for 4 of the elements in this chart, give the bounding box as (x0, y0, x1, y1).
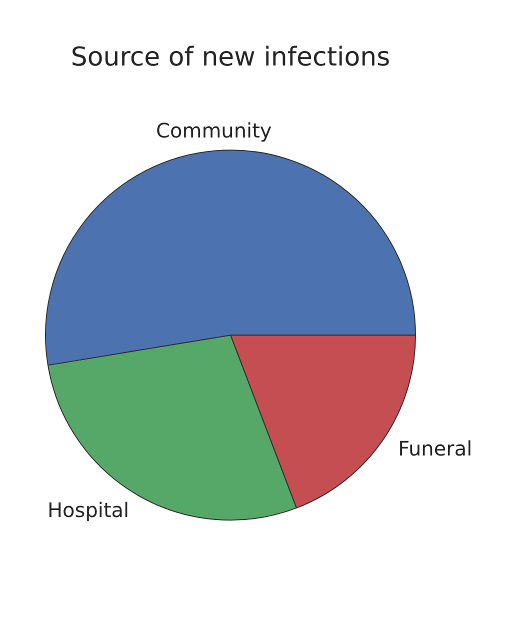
slice-label: Funeral (398, 436, 472, 461)
slice-label: Hospital (48, 498, 130, 522)
chart-title: Source of new infections (70, 42, 390, 72)
slice-label: Community (156, 118, 272, 142)
